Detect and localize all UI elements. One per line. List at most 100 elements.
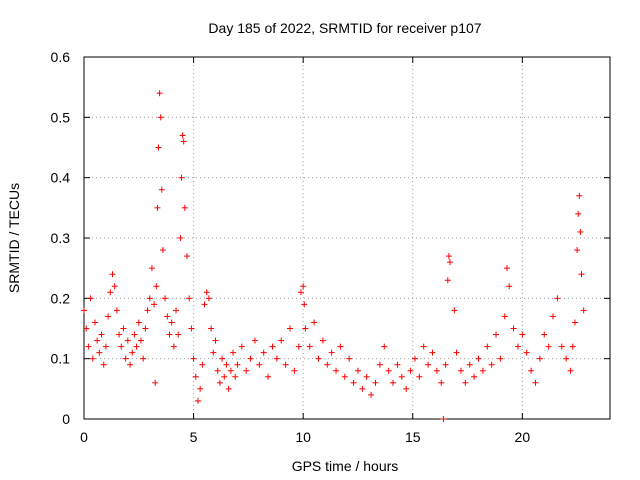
data-point	[457, 367, 464, 374]
y-tick-label: 0.6	[51, 49, 71, 65]
data-point	[567, 367, 574, 374]
data-point	[102, 343, 109, 350]
data-point	[190, 355, 197, 362]
data-point	[221, 373, 228, 380]
data-point	[411, 355, 418, 362]
data-point	[179, 132, 186, 139]
data-point	[574, 247, 581, 254]
data-point	[433, 367, 440, 374]
data-point	[528, 367, 535, 374]
data-points	[81, 90, 587, 422]
data-point	[563, 355, 570, 362]
data-point	[398, 373, 405, 380]
y-tick-label: 0.3	[51, 230, 71, 246]
data-point	[407, 367, 414, 374]
data-point	[260, 349, 267, 356]
data-point	[216, 379, 223, 386]
data-point	[462, 379, 469, 386]
data-point	[251, 337, 258, 344]
data-point	[471, 373, 478, 380]
data-point	[385, 367, 392, 374]
data-point	[306, 343, 313, 350]
data-point	[223, 361, 230, 368]
data-point	[153, 283, 160, 290]
data-point	[157, 114, 164, 121]
data-point	[85, 343, 92, 350]
data-point	[91, 319, 98, 326]
data-point	[291, 367, 298, 374]
data-point	[144, 307, 151, 314]
data-point	[219, 355, 226, 362]
data-point	[536, 355, 543, 362]
x-tick-label: 5	[190, 429, 198, 445]
data-point	[181, 204, 188, 211]
grid-lines	[84, 57, 610, 419]
data-point	[578, 271, 585, 278]
data-point	[214, 367, 221, 374]
data-point	[210, 349, 217, 356]
data-point	[142, 325, 149, 332]
x-tick-label: 10	[295, 429, 311, 445]
data-point	[243, 367, 250, 374]
data-point	[429, 349, 436, 356]
data-point	[440, 416, 447, 422]
data-point	[466, 361, 473, 368]
chart-title: Day 185 of 2022, SRMTID for receiver p10…	[208, 20, 481, 36]
data-point	[541, 331, 548, 338]
data-point	[341, 373, 348, 380]
data-point	[203, 289, 210, 296]
data-point	[337, 343, 344, 350]
data-point	[488, 361, 495, 368]
data-point	[152, 379, 159, 386]
data-point	[484, 343, 491, 350]
data-point	[479, 367, 486, 374]
data-point	[199, 361, 206, 368]
data-point	[98, 331, 105, 338]
data-point	[184, 253, 191, 260]
data-point	[154, 204, 161, 211]
data-point	[282, 361, 289, 368]
data-point	[107, 289, 114, 296]
data-point	[197, 385, 204, 392]
data-point	[324, 361, 331, 368]
data-point	[493, 331, 500, 338]
data-point	[105, 313, 112, 320]
data-point	[273, 355, 280, 362]
data-point	[173, 307, 180, 314]
x-tick-label: 0	[80, 429, 88, 445]
data-point	[301, 301, 308, 308]
data-point	[416, 373, 423, 380]
data-point	[164, 313, 171, 320]
y-tick-label: 0.1	[51, 351, 71, 367]
x-tick-label: 15	[405, 429, 421, 445]
data-point	[120, 325, 127, 332]
data-point	[372, 379, 379, 386]
data-point	[438, 379, 445, 386]
data-point	[359, 385, 366, 392]
data-point	[577, 228, 584, 235]
data-point	[580, 307, 587, 314]
data-point	[346, 355, 353, 362]
data-point	[146, 295, 153, 302]
data-point	[175, 331, 182, 338]
data-point	[180, 138, 187, 145]
data-point	[256, 361, 263, 368]
data-point	[168, 319, 175, 326]
data-point	[287, 325, 294, 332]
data-point	[532, 379, 539, 386]
data-point	[158, 186, 165, 193]
y-tick-label: 0	[62, 411, 70, 427]
data-point	[265, 373, 272, 380]
data-point	[194, 397, 201, 404]
data-point	[227, 367, 234, 374]
data-point	[170, 343, 177, 350]
data-point	[514, 343, 521, 350]
data-point	[576, 192, 583, 199]
data-point	[151, 301, 158, 308]
data-point	[501, 313, 508, 320]
data-point	[497, 355, 504, 362]
data-point	[503, 265, 510, 272]
data-point	[83, 325, 90, 332]
data-point	[319, 337, 326, 344]
data-point	[129, 349, 136, 356]
